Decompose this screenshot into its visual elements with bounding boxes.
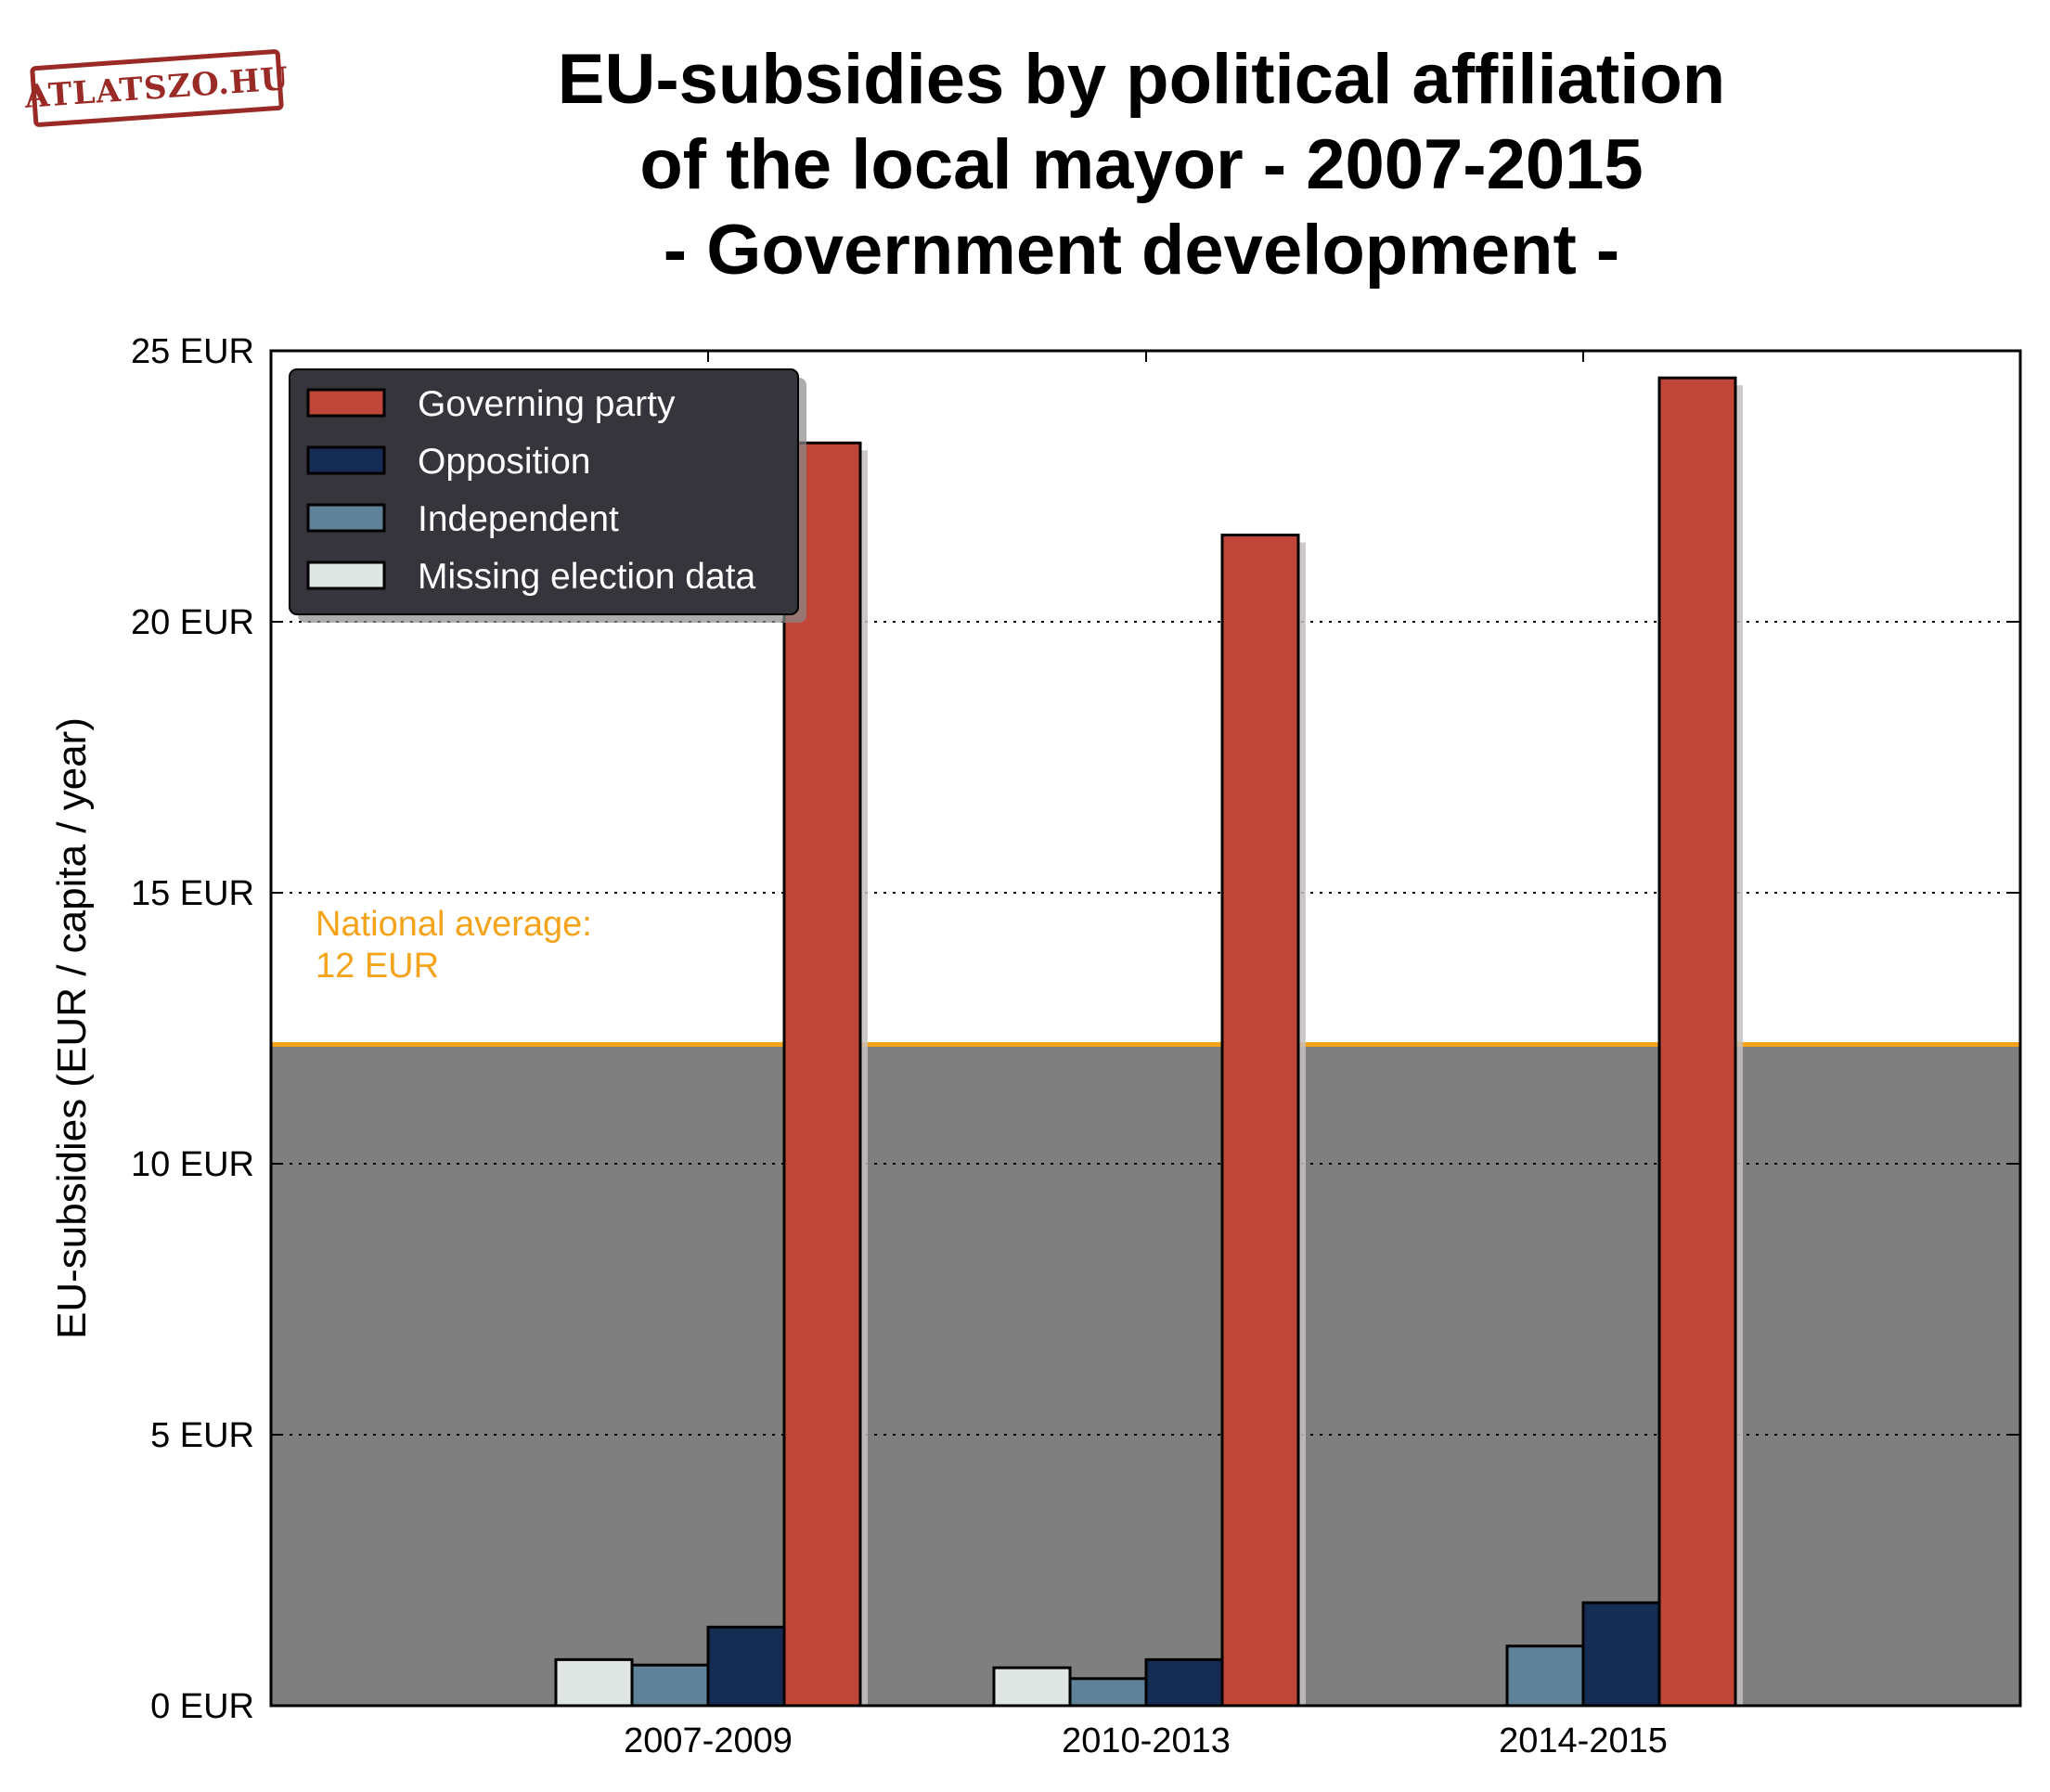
- y-tick-label-5: 5 EUR: [150, 1416, 254, 1455]
- bar-independent-2007-2009: [630, 1663, 710, 1708]
- chart-title: EU-subsidies by political affiliation of…: [278, 37, 2005, 293]
- legend-label-missing-election-data: Missing election data: [418, 557, 756, 597]
- y-tick-label-20: 20 EUR: [131, 603, 254, 642]
- x-tick-label-2014-2015: 2014-2015: [1499, 1721, 1668, 1760]
- y-tick-label-25: 25 EUR: [131, 332, 254, 371]
- y-tick-label-0: 0 EUR: [150, 1687, 254, 1726]
- bar-opposition-2007-2009: [706, 1625, 786, 1708]
- legend-label-governing-party: Governing party: [418, 384, 676, 424]
- title-line-3: - Government development -: [663, 211, 1620, 290]
- legend-box: [289, 368, 799, 615]
- y-tick-label-15: 15 EUR: [131, 874, 254, 913]
- legend-swatch-opposition: [306, 445, 386, 475]
- x-tick-label-2010-2013: 2010-2013: [1062, 1721, 1231, 1760]
- x-tick-label-2007-2009: 2007-2009: [624, 1721, 793, 1760]
- national-average-label-line-1: National average:: [316, 905, 592, 944]
- title-line-1: EU-subsidies by political affiliation: [557, 40, 1726, 119]
- bar-independent-2010-2013: [1068, 1677, 1148, 1708]
- bar-independent-2014-2015: [1505, 1644, 1585, 1708]
- bar-governing-party-2010-2013: [1220, 534, 1300, 1708]
- bar-missing-election-data-2007-2009: [554, 1657, 634, 1708]
- y-axis-label: EU-subsidies (EUR / capita / year): [49, 717, 95, 1339]
- below-average-shade: [271, 1044, 2020, 1706]
- bar-opposition-2014-2015: [1581, 1601, 1661, 1708]
- legend-swatch-governing-party: [306, 388, 386, 418]
- national-average-label-line-2: 12 EUR: [316, 947, 439, 986]
- y-tick-label-10: 10 EUR: [131, 1145, 254, 1184]
- bar-opposition-2010-2013: [1144, 1657, 1224, 1708]
- legend-label-independent: Independent: [418, 499, 619, 539]
- bar-governing-party-2014-2015: [1657, 376, 1737, 1708]
- bar-governing-party-2007-2009: [782, 441, 862, 1708]
- legend-swatch-independent: [306, 503, 386, 533]
- bar-missing-election-data-2010-2013: [992, 1666, 1072, 1708]
- title-line-2: of the local mayor - 2007-2015: [639, 125, 1644, 204]
- legend-swatch-missing-election-data: [306, 561, 386, 590]
- legend-label-opposition: Opposition: [418, 442, 590, 482]
